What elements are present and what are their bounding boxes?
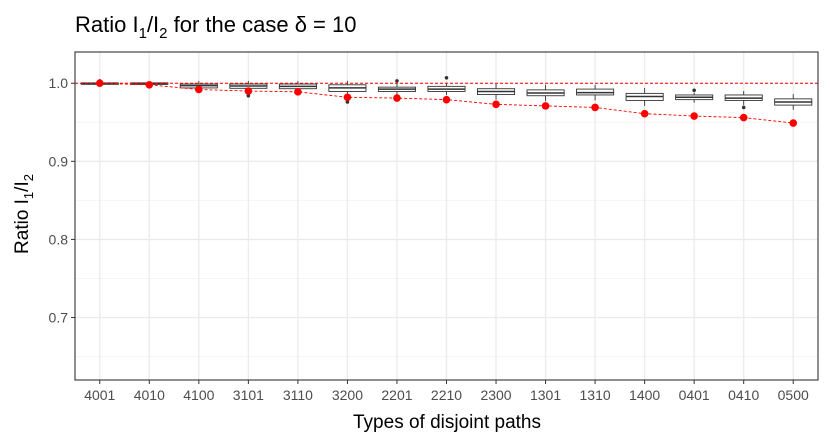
chart-title: Ratio I1/I2 for the case δ = 10 bbox=[75, 12, 356, 42]
x-tick-label-0500: 0500 bbox=[778, 387, 809, 403]
grid-lines bbox=[75, 52, 818, 380]
x-tick-label-4001: 4001 bbox=[84, 387, 115, 403]
series-point-4001 bbox=[95, 79, 104, 88]
box-1400 bbox=[625, 87, 664, 106]
y-axis: 0.7 0.8 0.9 1.0 bbox=[49, 75, 75, 326]
x-tick-label-1400: 1400 bbox=[629, 387, 660, 403]
y-tick-label: 0.7 bbox=[49, 310, 69, 326]
x-tick-label-3110: 3110 bbox=[283, 387, 313, 403]
series-point-1301 bbox=[541, 102, 550, 110]
series-point-3101 bbox=[244, 87, 253, 95]
box-0410 bbox=[724, 91, 763, 110]
series-point-0500 bbox=[789, 119, 798, 127]
y-tick-label: 1.0 bbox=[49, 75, 69, 91]
series-point-0401 bbox=[690, 112, 698, 120]
box-2210 bbox=[427, 75, 466, 95]
x-tick-label-3200: 3200 bbox=[332, 387, 363, 403]
box-outlier bbox=[395, 79, 399, 83]
x-tick-label-3101: 3101 bbox=[233, 387, 264, 403]
x-axis-label: Types of disjoint paths bbox=[353, 412, 541, 433]
box-outlier bbox=[692, 88, 696, 93]
box-outlier bbox=[741, 105, 746, 110]
x-tick-label-0410: 0410 bbox=[728, 387, 759, 403]
series-point-0410 bbox=[739, 113, 748, 122]
x-tick-label-1310: 1310 bbox=[580, 387, 611, 403]
x-tick-label-2300: 2300 bbox=[480, 387, 511, 403]
y-tick-label: 0.8 bbox=[49, 231, 69, 247]
y-axis-label: Ratio I1/I2 bbox=[12, 174, 36, 254]
box-outlier bbox=[345, 100, 350, 104]
box-outlier bbox=[246, 93, 251, 98]
series-point-2201 bbox=[393, 94, 401, 102]
box-3200 bbox=[328, 80, 367, 104]
x-tick-label-1301: 1301 bbox=[530, 387, 561, 403]
box-1301 bbox=[526, 84, 565, 102]
box-outlier bbox=[444, 75, 449, 80]
series-point-3200 bbox=[343, 93, 352, 102]
y-tick-label: 0.9 bbox=[49, 153, 69, 169]
x-tick-label-0401: 0401 bbox=[679, 387, 710, 403]
box-0500 bbox=[774, 94, 813, 110]
series-point-2210 bbox=[442, 95, 451, 104]
box-0401 bbox=[675, 88, 714, 103]
box-1310 bbox=[576, 84, 615, 101]
series-point-4010 bbox=[145, 81, 154, 89]
x-tick-label-2201: 2201 bbox=[381, 387, 412, 403]
series-group bbox=[95, 79, 798, 127]
box-2201 bbox=[377, 79, 416, 95]
x-tick-label-4100: 4100 bbox=[183, 387, 214, 403]
box-plots bbox=[80, 75, 813, 110]
series-point-4100 bbox=[195, 85, 203, 94]
x-axis: 4001 4010 4100 3101 3110 3200 2201 2210 2300 1301… bbox=[84, 380, 809, 403]
x-tick-label-4010: 4010 bbox=[134, 387, 165, 403]
series-point-2300 bbox=[492, 100, 500, 109]
x-tick-label-2210: 2210 bbox=[431, 387, 462, 403]
box-2300 bbox=[477, 84, 516, 100]
series-point-1400 bbox=[640, 109, 649, 118]
series-point-1310 bbox=[591, 103, 599, 112]
series-point-3110 bbox=[294, 88, 302, 96]
